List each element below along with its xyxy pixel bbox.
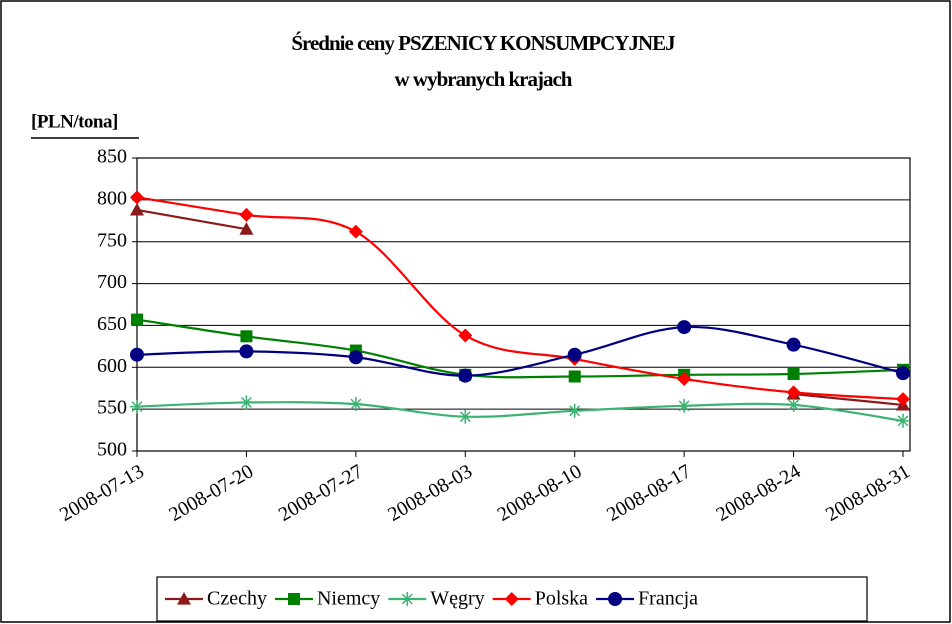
marker	[131, 313, 143, 326]
marker-stroke	[897, 415, 909, 427]
legend-label: Węgry	[430, 588, 484, 610]
marker-stroke	[131, 401, 143, 413]
marker	[896, 392, 910, 407]
legend-label: Niemcy	[317, 588, 380, 610]
marker-stroke	[401, 593, 413, 605]
marker	[786, 337, 801, 352]
chart-title: Średnie ceny PSZENICY KONSUMPCYJNEJ	[291, 31, 675, 55]
marker	[504, 592, 519, 606]
marker	[567, 347, 582, 362]
marker	[677, 398, 692, 413]
marker	[348, 350, 363, 365]
y-tick-label: 500	[97, 439, 127, 461]
marker	[239, 395, 254, 410]
marker	[896, 366, 910, 381]
legend-label: Polska	[535, 588, 588, 610]
series-line	[136, 325, 904, 377]
marker-stroke	[350, 398, 362, 410]
legend-label: Francja	[638, 588, 698, 610]
chart-subtitle: w wybranych krajach	[394, 67, 572, 91]
marker	[239, 222, 254, 235]
marker	[177, 592, 191, 605]
legend: Czechy Niemcy Węgry Polska Francja	[156, 576, 868, 622]
y-tick-label: 750	[97, 229, 127, 251]
marker	[287, 593, 300, 605]
marker	[348, 224, 363, 239]
marker	[458, 368, 473, 383]
y-tick-label: 850	[97, 146, 127, 168]
y-tick-label: 650	[97, 313, 127, 335]
y-tick-label: 550	[97, 397, 127, 419]
marker-stroke	[788, 399, 800, 411]
legend-label: Czechy	[207, 588, 267, 610]
series-line	[136, 196, 904, 401]
marker	[130, 202, 144, 216]
marker	[239, 207, 254, 222]
marker	[787, 367, 800, 380]
marker-stroke	[678, 400, 690, 412]
marker	[400, 592, 415, 606]
marker	[130, 190, 144, 205]
marker	[568, 370, 581, 383]
marker	[677, 320, 692, 335]
marker-stroke	[459, 411, 471, 423]
plot-border	[136, 157, 911, 452]
marker	[239, 344, 254, 359]
marker-stroke	[569, 405, 581, 417]
y-tick-label: 800	[97, 187, 127, 209]
series-line	[136, 401, 904, 422]
series-line	[136, 208, 247, 231]
marker	[458, 328, 473, 343]
series-line	[136, 318, 904, 379]
y-axis-label: [PLN/tona]	[31, 111, 118, 132]
marker	[130, 347, 144, 362]
marker	[786, 385, 801, 400]
marker	[608, 592, 623, 606]
marker	[240, 330, 253, 343]
series-line	[793, 392, 904, 407]
y-tick-label: 700	[97, 271, 127, 293]
marker	[896, 413, 910, 428]
y-tick-label: 600	[97, 355, 127, 377]
marker-stroke	[240, 397, 252, 408]
marker	[348, 397, 363, 412]
marker	[567, 403, 582, 418]
marker	[786, 397, 801, 412]
marker	[458, 409, 473, 424]
marker	[677, 372, 692, 387]
marker	[130, 399, 144, 414]
